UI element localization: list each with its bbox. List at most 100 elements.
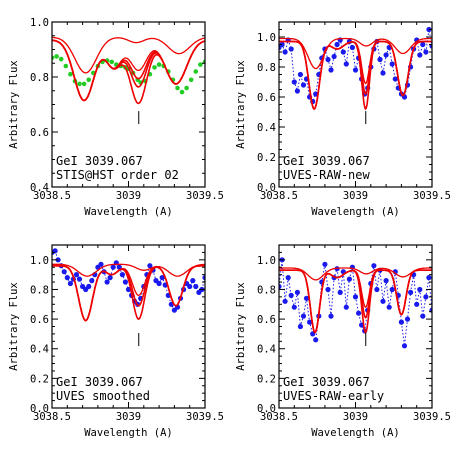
y-tick-label: 0.8 [30, 284, 49, 296]
observed-point [300, 82, 307, 88]
x-tick-label: 3038.5 [33, 411, 71, 423]
model-curve-4 [279, 267, 432, 281]
observed-point [307, 319, 313, 325]
model-curve-5 [52, 36, 205, 74]
observed-point [303, 295, 310, 301]
observed-point [67, 280, 73, 287]
observed-point [328, 67, 334, 73]
observed-point [285, 275, 291, 281]
y-tick-label: 0.0 [257, 403, 276, 415]
observed-point [313, 337, 319, 343]
observed-point [404, 316, 411, 322]
observed-point [426, 26, 432, 33]
y-tick-label: 0.6 [30, 127, 49, 139]
observed-point [68, 71, 73, 77]
observed-point [417, 286, 423, 293]
observed-point [389, 61, 395, 67]
model-curve-3 [52, 264, 205, 322]
x-axis-label: Wavelength (A) [84, 427, 173, 439]
y-tick-label: 0.4 [30, 182, 49, 194]
observed-point [190, 278, 196, 284]
model-curve-4 [52, 39, 205, 105]
x-tick-label: 3039.5 [186, 190, 224, 202]
observed-point [179, 89, 185, 95]
observed-point [63, 63, 69, 69]
y-tick-label: 0.0 [30, 403, 49, 415]
observed-point [55, 257, 61, 263]
panel-2: 3038.5 3039 3039.5 0.0 0.2 0.4 0.6 0.8 1.0 Wavele… [235, 21, 451, 218]
observed-point [383, 52, 389, 58]
y-tick-label: 0.0 [257, 182, 276, 194]
x-tick-label: 3039 [116, 190, 141, 202]
ion-label: GeI 3039.067 [56, 375, 143, 389]
observed-point [420, 41, 426, 48]
x-tick-label: 3038.5 [260, 411, 298, 423]
observed-point [423, 294, 429, 300]
x-tick-label: 3039.5 [413, 190, 451, 202]
observed-point [291, 79, 297, 85]
observed-point [282, 49, 288, 55]
observed-point [325, 286, 331, 293]
observed-point [147, 263, 153, 269]
y-tick-label: 1.0 [30, 255, 49, 267]
dataset-label: UVES-RAW-early [283, 389, 384, 403]
observed-point [81, 81, 87, 87]
observed-point [98, 261, 104, 267]
observed-point [401, 343, 408, 349]
observed-point [392, 76, 398, 82]
observed-point [184, 85, 189, 91]
observed-point [77, 81, 82, 87]
observed-point [398, 319, 404, 325]
model-curve-4 [52, 263, 205, 277]
observed-point [389, 286, 395, 293]
observed-point [310, 331, 316, 337]
observed-point [374, 286, 380, 293]
observed-point [156, 62, 162, 67]
observed-point [383, 278, 389, 284]
y-tick-label: 0.8 [30, 72, 49, 84]
y-axis-label: Arbitrary Flux [8, 60, 20, 149]
observed-point [322, 261, 328, 267]
observed-point [291, 304, 297, 310]
observed-point [343, 304, 349, 310]
x-tick-label: 3038.5 [33, 190, 71, 202]
y-axis-label: Arbitrary Flux [8, 282, 20, 371]
dataset-label: STIS@HST order 02 [56, 168, 179, 182]
observed-point [294, 289, 300, 295]
plot-area [52, 36, 205, 105]
panel-4: 3038.5 3039 3039.5 0.0 0.2 0.4 0.6 0.8 1.0 Wavele… [235, 244, 451, 439]
observed-point [61, 269, 67, 275]
observed-point [156, 280, 162, 287]
observed-point [282, 298, 288, 304]
y-tick-label: 0.6 [257, 92, 276, 104]
y-axis-label: Arbitrary Flux [235, 282, 247, 371]
observed-point [86, 77, 91, 83]
y-tick-label: 1.0 [30, 17, 49, 29]
observed-point [377, 56, 383, 63]
observed-point [426, 275, 432, 281]
observed-point [119, 272, 125, 278]
observed-point [175, 85, 180, 91]
ion-label: GeI 3039.067 [283, 154, 370, 168]
x-axis-label: Wavelength (A) [84, 206, 173, 218]
observed-point [337, 289, 343, 295]
panel-3: 3038.5 3039 3039.5 0.0 0.2 0.4 0.6 0.8 1.0 Wavele… [8, 244, 224, 439]
y-tick-label: 0.4 [257, 122, 276, 134]
y-tick-label: 0.8 [257, 284, 276, 296]
y-tick-label: 0.2 [30, 373, 49, 385]
observed-point [86, 283, 92, 290]
observed-point [346, 276, 352, 282]
observed-point [300, 313, 307, 319]
observed-point [297, 71, 303, 78]
model-curve-4 [279, 37, 432, 70]
x-tick-label: 3039 [343, 411, 368, 423]
observed-point [417, 52, 423, 58]
x-axis-label: Wavelength (A) [311, 206, 400, 218]
plot-area [279, 26, 432, 111]
ion-label: GeI 3039.067 [283, 375, 370, 389]
observed-point [58, 56, 64, 62]
observed-point [107, 275, 113, 281]
observed-point [193, 283, 199, 290]
observed-point [188, 77, 194, 83]
panel-1: 3038.5 3039 3039.5 0.4 0.6 0.8 1.0 Wavelength (… [8, 17, 224, 218]
